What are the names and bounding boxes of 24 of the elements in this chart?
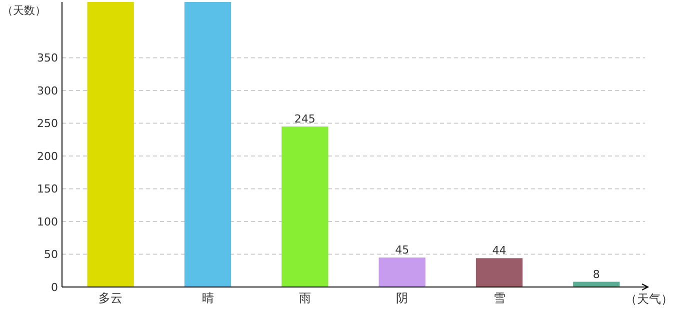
y-tick-label: 350	[37, 52, 58, 65]
y-tick-label: 150	[37, 182, 58, 196]
x-tick-label: 阴	[396, 291, 408, 305]
bar	[282, 126, 328, 287]
data-label: 44	[492, 244, 506, 258]
y-tick-label: 0	[51, 281, 58, 294]
bar	[87, 2, 134, 287]
bar	[476, 258, 523, 287]
bar	[184, 2, 232, 287]
x-tick-label: 晴	[202, 291, 214, 305]
bar	[378, 258, 426, 287]
y-tick-label: 250	[37, 117, 58, 130]
data-label: 8	[592, 268, 600, 281]
data-label: 45	[395, 244, 410, 257]
x-axis-title: （天气）	[625, 292, 673, 306]
data-label: 245	[294, 112, 316, 126]
x-tick-label: 雨	[298, 291, 311, 305]
y-tick-label: 100	[37, 215, 58, 228]
x-tick-label: 多云	[98, 291, 123, 305]
y-tick-label: 50	[44, 248, 58, 262]
y-tick-label: 200	[37, 150, 58, 163]
y-tick-label: 300	[37, 84, 58, 98]
y-axis-title: （天数）	[2, 4, 46, 17]
x-tick-label: 雪	[493, 291, 506, 305]
